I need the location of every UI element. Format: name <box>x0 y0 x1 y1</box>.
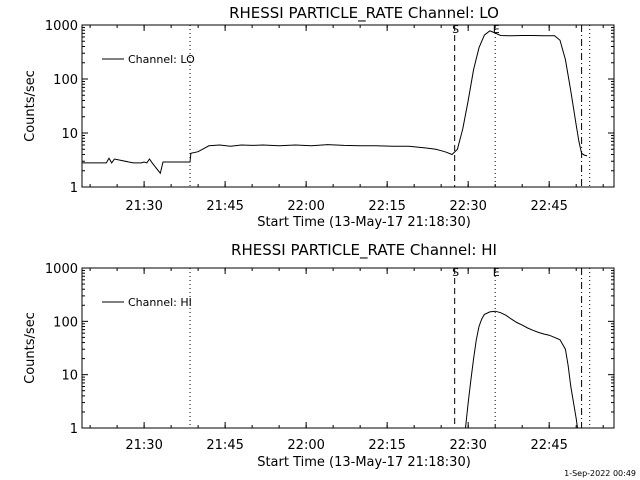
y-axis-label: Counts/sec <box>23 312 38 384</box>
y-tick-label: 1000 <box>45 19 78 34</box>
x-tick-label: 21:30 <box>125 199 162 214</box>
series-line <box>82 30 588 175</box>
y-tick-label: 1000 <box>45 262 78 277</box>
y-tick-label: 1 <box>70 181 78 196</box>
legend-label: Channel: HI <box>128 296 192 309</box>
x-tick-label: 22:30 <box>449 438 486 453</box>
x-tick-label: 22:30 <box>449 199 486 214</box>
x-tick-label: 22:45 <box>530 199 567 214</box>
y-tick-label: 100 <box>53 73 78 88</box>
event-marker-label: E <box>493 266 500 279</box>
x-tick-label: 22:45 <box>530 438 567 453</box>
y-tick-label: 10 <box>61 369 78 384</box>
x-tick-label: 22:00 <box>287 199 324 214</box>
y-tick-label: 100 <box>53 315 78 330</box>
plot-frame <box>81 267 615 429</box>
x-tick-label: 21:30 <box>125 438 162 453</box>
plot-frame <box>81 24 615 188</box>
y-tick-label: 1 <box>70 422 78 437</box>
y-axis-label: Counts/sec <box>23 70 38 142</box>
chart-title: RHESSI PARTICLE_RATE Channel: LO <box>229 4 499 23</box>
x-axis-label: Start Time (13-May-17 21:18:30) <box>257 215 471 230</box>
x-tick-label: 21:45 <box>206 199 243 214</box>
event-marker-label: S <box>452 266 459 279</box>
y-tick-label: 10 <box>61 127 78 142</box>
x-tick-label: 22:15 <box>368 438 405 453</box>
chart-title: RHESSI PARTICLE_RATE Channel: HI <box>231 241 497 260</box>
series-line <box>465 310 578 429</box>
event-marker-label: S <box>452 23 459 36</box>
x-tick-label: 21:45 <box>206 438 243 453</box>
event-marker-label: E <box>493 23 500 36</box>
x-axis-label: Start Time (13-May-17 21:18:30) <box>257 455 471 470</box>
footer-stamp: 1-Sep-2022 00:49 <box>564 469 636 478</box>
legend-label: Channel: LO <box>128 53 195 66</box>
x-tick-label: 22:15 <box>368 199 405 214</box>
x-tick-label: 22:00 <box>287 438 324 453</box>
